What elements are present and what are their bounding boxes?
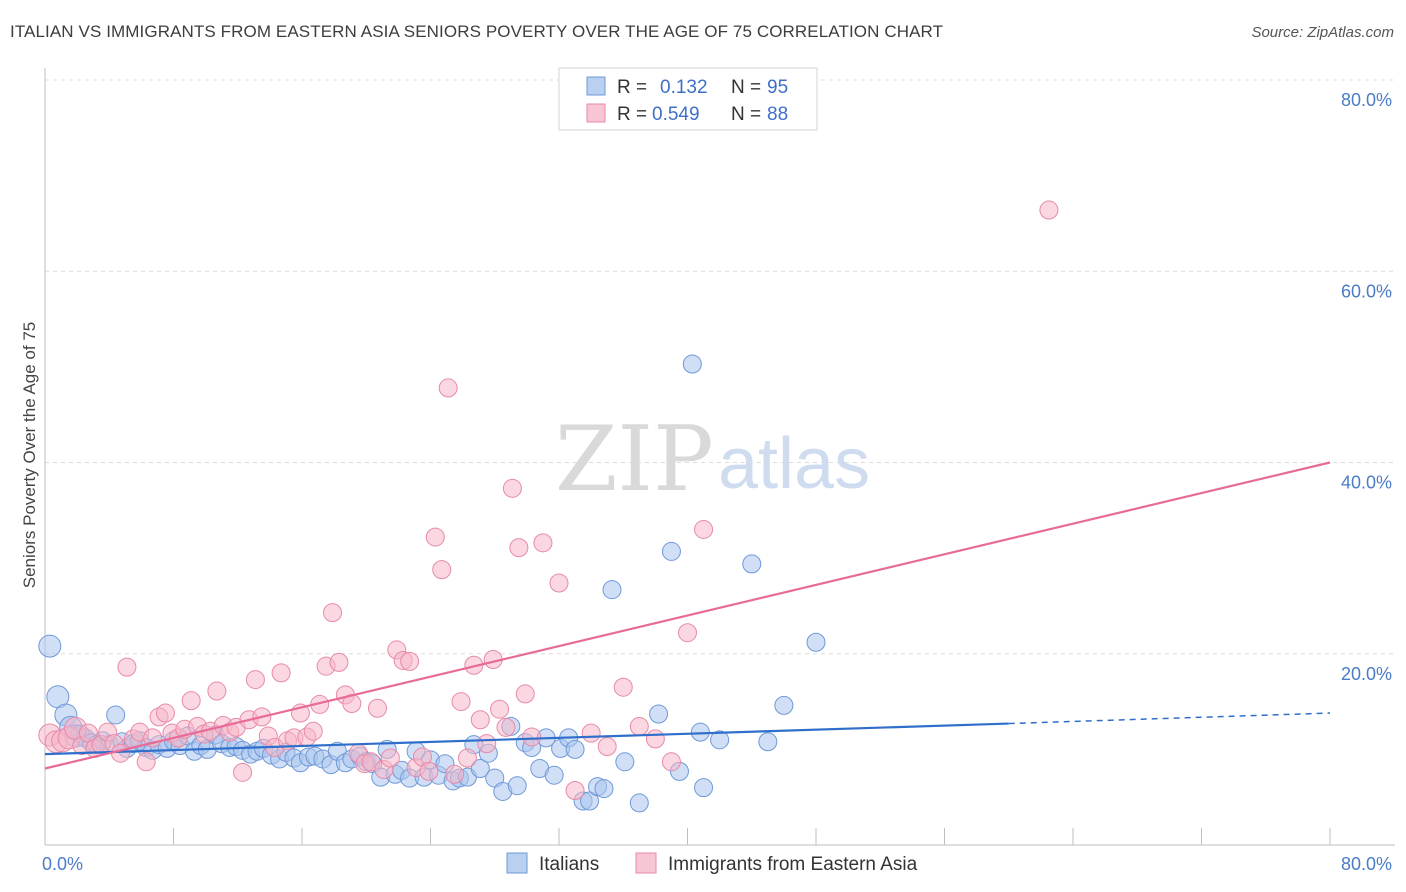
data-point-eastern-asia [694, 519, 714, 539]
data-point-italians [507, 776, 527, 796]
data-point-italians [544, 765, 564, 785]
data-point-eastern-asia [565, 780, 585, 800]
data-point-italians [682, 354, 702, 374]
tick-labels: 20.0% 40.0% 60.0% 80.0% 0.0% 80.0% [42, 90, 1392, 874]
data-point-eastern-asia [438, 378, 458, 398]
data-point-eastern-asia [629, 716, 649, 736]
bottom-legend-label-italians: Italians [539, 854, 599, 875]
data-point-italians [758, 732, 778, 752]
data-point-eastern-asia [425, 527, 445, 547]
y-tick-label: 60.0% [1341, 281, 1392, 301]
trend-lines [44, 461, 1331, 770]
data-point-eastern-asia [457, 748, 477, 768]
data-point-eastern-asia [367, 698, 387, 718]
legend-n-label-italians: N = [731, 77, 761, 98]
data-points [38, 200, 1059, 813]
data-point-eastern-asia [155, 703, 175, 723]
axes [44, 68, 1395, 846]
data-point-eastern-asia [303, 721, 323, 741]
data-point-eastern-asia [509, 538, 529, 558]
data-point-eastern-asia [110, 743, 130, 763]
bottom-legend-label-eastern-asia: Immigrants from Eastern Asia [668, 854, 918, 875]
data-point-eastern-asia [432, 560, 452, 580]
data-point-eastern-asia [502, 478, 522, 498]
chart-title: ITALIAN VS IMMIGRANTS FROM EASTERN ASIA … [10, 22, 944, 41]
trend-line-eastern-asia [44, 461, 1331, 770]
data-point-eastern-asia [490, 699, 510, 719]
watermark-zip: ZIP [555, 407, 714, 512]
data-point-italians [594, 779, 614, 799]
data-point-eastern-asia [581, 723, 601, 743]
legend-r-value-eastern-asia: 0.549 [652, 104, 700, 125]
data-point-eastern-asia [329, 652, 349, 672]
data-point-eastern-asia [515, 684, 535, 704]
legend-n-label-eastern-asia: N = [731, 104, 761, 125]
legend-n-value-eastern-asia: 88 [767, 104, 788, 125]
trend-line-extension-italians [1008, 712, 1331, 725]
data-point-eastern-asia [613, 677, 633, 697]
data-point-eastern-asia [597, 737, 617, 757]
x-tick-label-max: 80.0% [1341, 854, 1392, 874]
y-tick-label: 80.0% [1341, 90, 1392, 110]
legend-n-value-italians: 95 [767, 77, 788, 98]
data-point-eastern-asia [445, 764, 465, 784]
data-point-italians [710, 730, 730, 750]
source-credit: Source: ZipAtlas.com [1251, 24, 1394, 41]
watermark-atlas: atlas [718, 424, 870, 504]
data-point-eastern-asia [181, 691, 201, 711]
x-tick-label-min: 0.0% [42, 854, 83, 874]
legend-swatch-italians [586, 76, 606, 96]
y-axis-label: Seniors Poverty Over the Age of 75 [20, 322, 39, 588]
data-point-eastern-asia [451, 692, 471, 712]
data-point-eastern-asia [207, 681, 227, 701]
data-point-italians [470, 759, 490, 778]
bottom-legend: Italians Immigrants from Eastern Asia [506, 852, 918, 875]
data-point-eastern-asia [477, 734, 497, 754]
bottom-legend-swatch-italians [506, 852, 528, 874]
data-point-eastern-asia [661, 752, 681, 772]
legend-r-label-italians: R = [617, 77, 647, 98]
data-point-eastern-asia [678, 623, 697, 643]
data-point-italians [106, 705, 126, 725]
data-point-eastern-asia [549, 573, 569, 593]
data-point-italians [580, 791, 600, 811]
y-tick-label: 40.0% [1341, 473, 1392, 493]
data-point-eastern-asia [400, 651, 420, 671]
legend-swatch-eastern-asia [586, 103, 606, 123]
y-tick-label: 20.0% [1341, 664, 1392, 684]
data-point-eastern-asia [136, 752, 156, 772]
data-point-eastern-asia [1039, 200, 1059, 220]
data-point-italians [615, 752, 635, 772]
data-point-italians [649, 704, 669, 724]
data-point-eastern-asia [533, 533, 553, 553]
data-point-italians [602, 580, 622, 600]
data-point-eastern-asia [645, 729, 665, 749]
data-point-eastern-asia [419, 761, 439, 781]
data-point-italians [661, 541, 681, 561]
bottom-legend-swatch-eastern-asia [635, 852, 657, 874]
data-point-italians [806, 632, 826, 652]
grid-lines [45, 79, 1395, 655]
watermark: ZIP atlas [555, 407, 870, 512]
data-point-eastern-asia [323, 603, 343, 623]
data-point-italians [565, 739, 585, 759]
legend-r-label-eastern-asia: R = [617, 104, 647, 125]
data-point-eastern-asia [117, 657, 137, 677]
legend-box: R = 0.132 N = 95 R = 0.549 N = 88 [558, 67, 818, 131]
data-point-italians [38, 634, 62, 658]
data-point-italians [774, 695, 794, 715]
data-point-eastern-asia [522, 727, 542, 747]
data-point-italians [694, 778, 714, 798]
data-point-eastern-asia [245, 670, 265, 690]
data-point-eastern-asia [380, 748, 400, 768]
trend-line-italians [44, 722, 1009, 756]
data-point-eastern-asia [233, 762, 253, 782]
data-point-eastern-asia [271, 663, 291, 683]
data-point-eastern-asia [496, 717, 516, 737]
data-point-italians [629, 793, 649, 813]
data-point-eastern-asia [470, 710, 490, 730]
legend-r-value-italians: 0.132 [660, 77, 708, 98]
data-point-italians [742, 554, 762, 574]
